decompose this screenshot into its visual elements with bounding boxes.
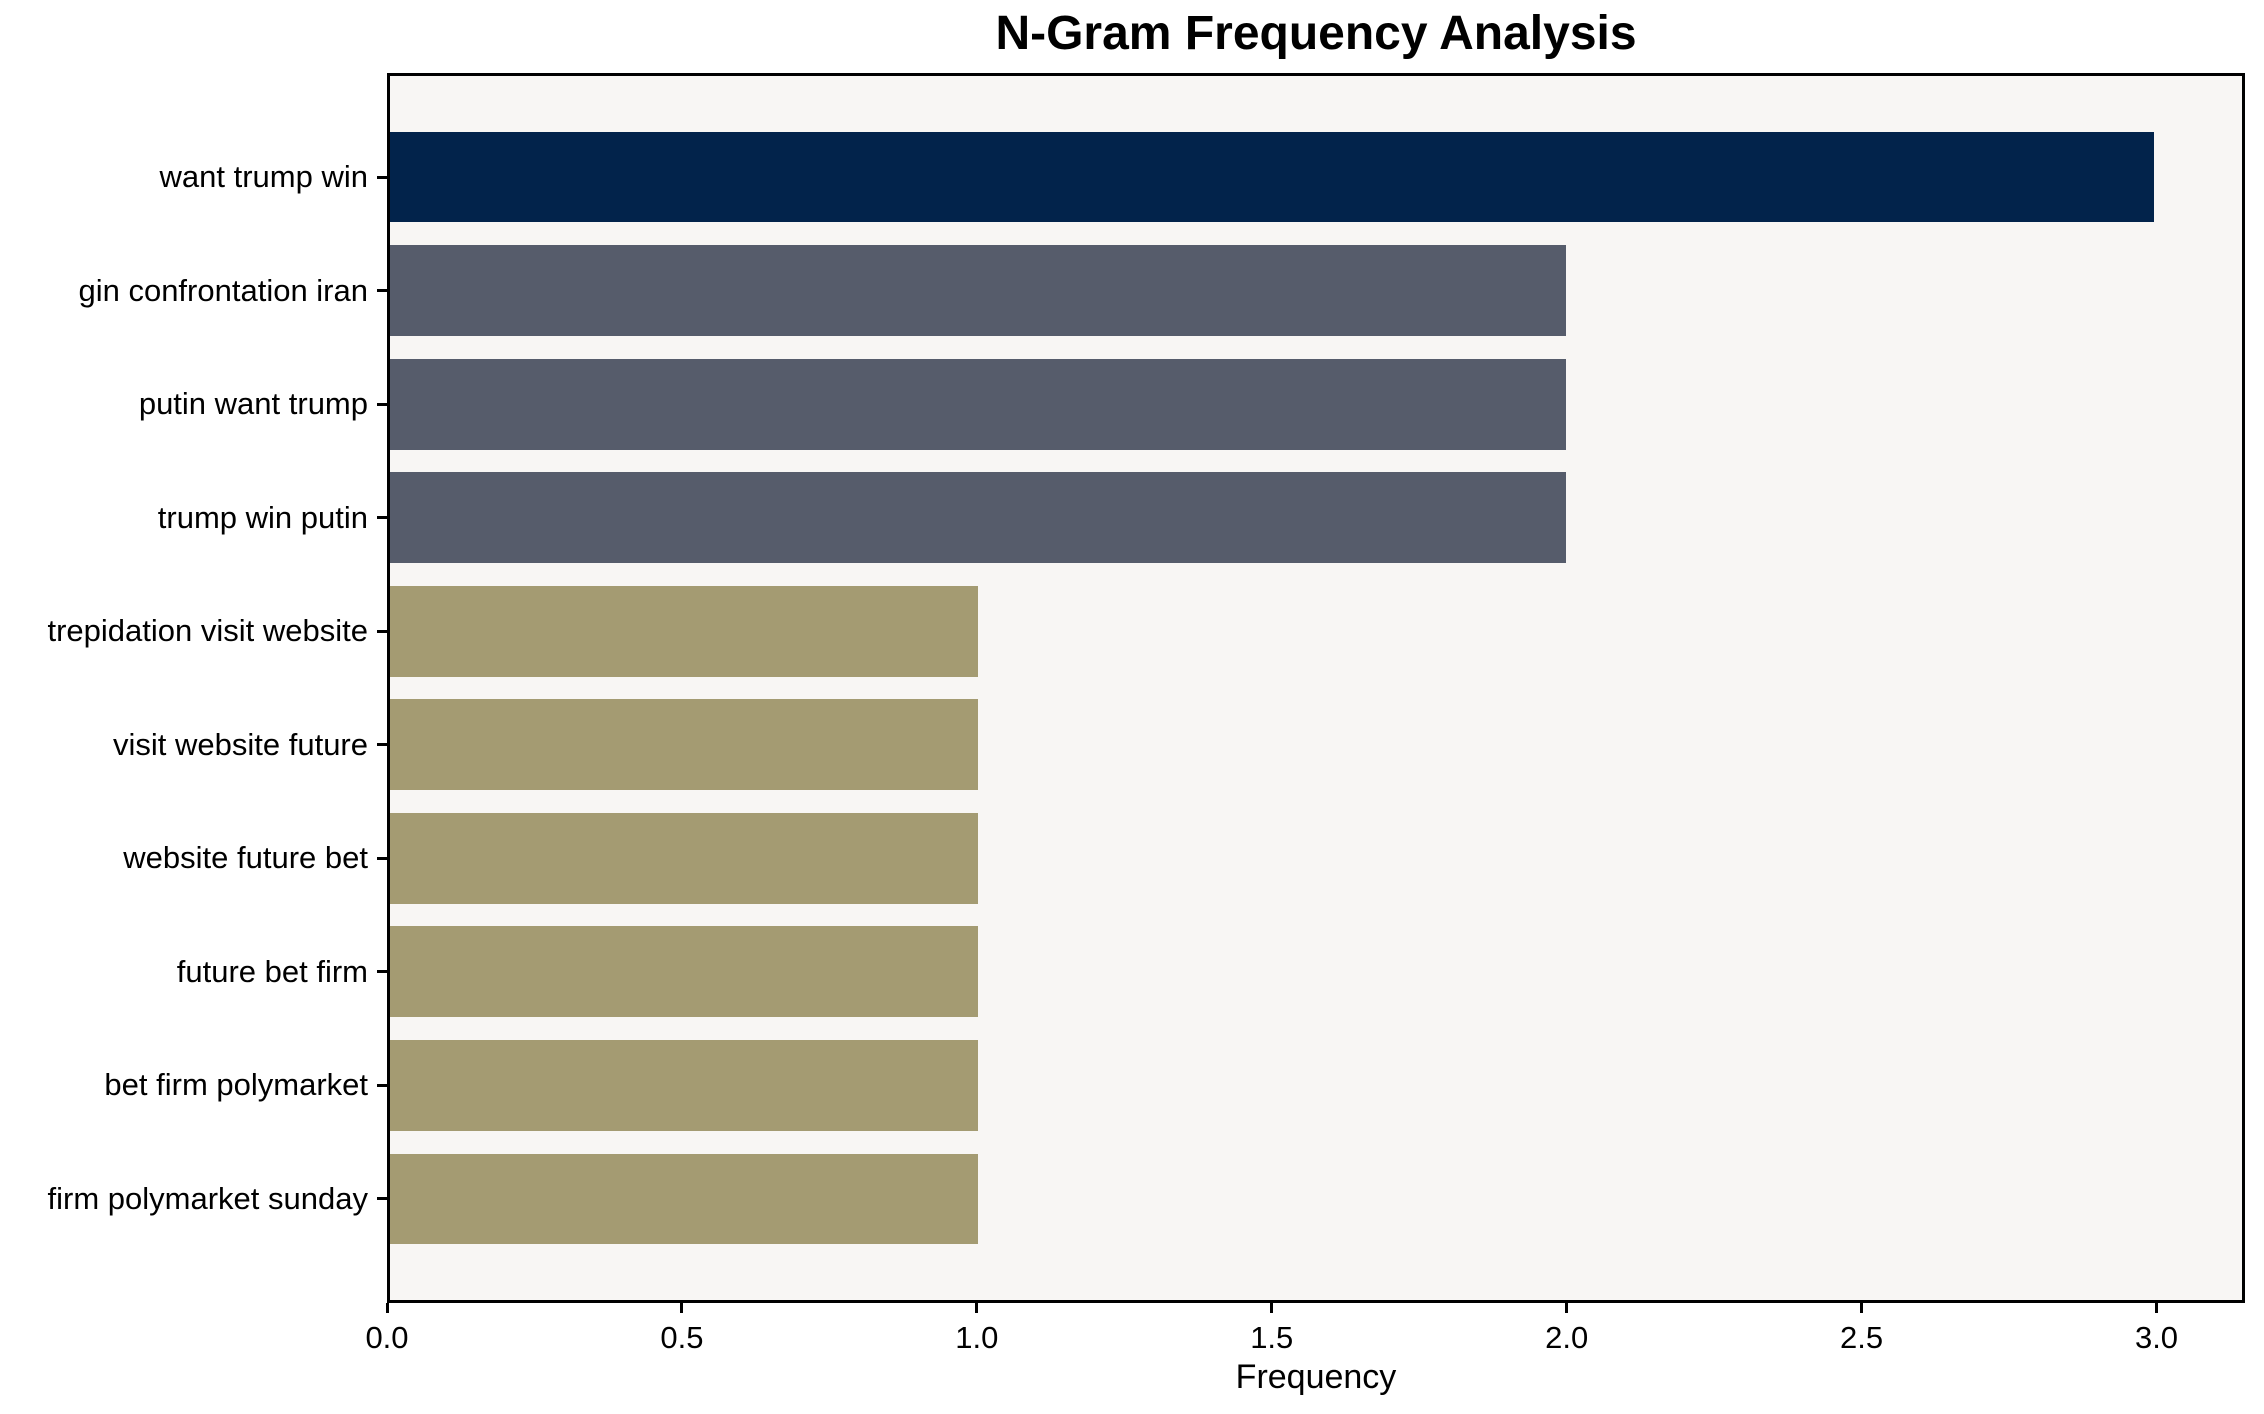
x-tick-label: 0.0 [365, 1320, 409, 1355]
y-tick-label: website future bet [123, 840, 368, 876]
chart-title: N-Gram Frequency Analysis [995, 7, 1637, 60]
y-tick-mark [377, 970, 387, 974]
bar [390, 131, 2154, 223]
y-tick-mark [377, 743, 387, 747]
bar [390, 1153, 978, 1245]
y-tick-label: bet firm polymarket [104, 1067, 368, 1103]
y-tick-label: trump win putin [157, 499, 368, 535]
y-tick-mark [377, 856, 387, 860]
y-tick-mark [377, 402, 387, 406]
y-tick-label: firm polymarket sunday [47, 1180, 368, 1216]
x-tick-label: 3.0 [2134, 1320, 2179, 1355]
bar [390, 472, 1566, 564]
x-tick-label: 2.5 [1840, 1320, 1884, 1355]
y-tick-label: visit website future [113, 726, 368, 762]
x-tick-label: 1.0 [955, 1320, 999, 1355]
plot-area [387, 73, 2245, 1303]
y-tick-mark [377, 175, 387, 179]
bar [390, 358, 1566, 450]
bar [390, 245, 1566, 336]
x-tick-label: 0.5 [660, 1320, 704, 1355]
x-tick-mark [975, 1303, 979, 1313]
y-tick-mark [377, 289, 387, 293]
y-tick-label: want trump win [159, 159, 368, 195]
x-tick-mark [1270, 1303, 1274, 1313]
x-tick-label: 2.0 [1545, 1320, 1589, 1355]
y-tick-label: future bet firm [176, 953, 368, 989]
y-tick-label: gin confrontation iran [78, 272, 368, 308]
x-tick-label: 1.5 [1250, 1320, 1294, 1355]
x-tick-mark [2155, 1303, 2159, 1313]
bar [390, 812, 978, 904]
x-axis-title: Frequency [1235, 1358, 1397, 1396]
bar [390, 926, 978, 1018]
x-tick-mark [680, 1303, 684, 1313]
y-tick-mark [377, 516, 387, 520]
y-tick-mark [377, 1197, 387, 1201]
bar [390, 1039, 978, 1131]
x-tick-mark [385, 1303, 389, 1313]
y-tick-mark [377, 1083, 387, 1087]
bar [390, 585, 978, 677]
y-tick-label: trepidation visit website [47, 613, 369, 649]
x-tick-mark [1565, 1303, 1569, 1313]
y-tick-mark [377, 629, 387, 633]
bar [390, 699, 978, 791]
x-tick-mark [1860, 1303, 1864, 1313]
y-tick-label: putin want trump [138, 386, 368, 422]
